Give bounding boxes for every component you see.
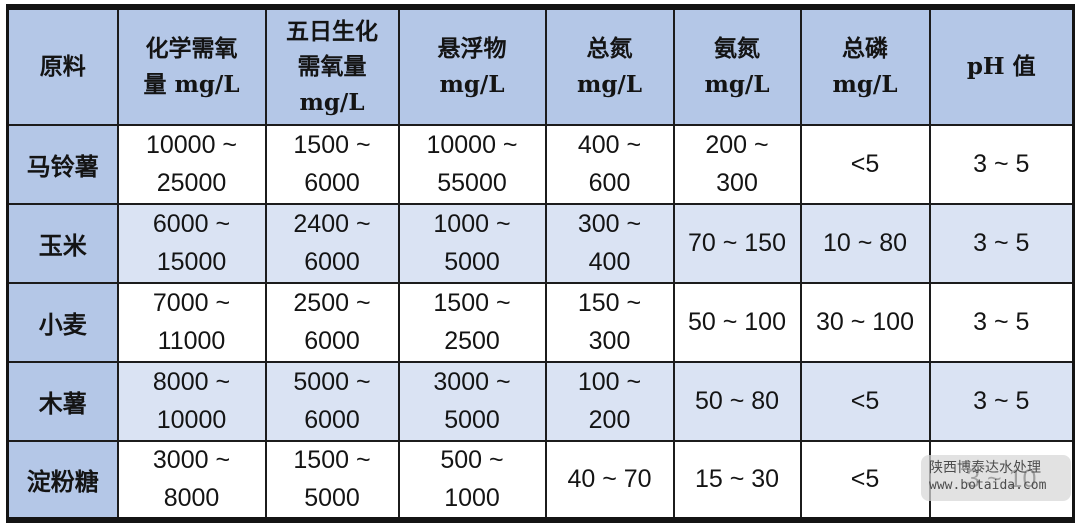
table-row-wheat: 小麦 7000 ~ 11000 2500 ~ 6000 1500 ~ 2500 … — [6, 282, 1075, 363]
cell-bod5: 5000 ~ 6000 — [264, 361, 400, 442]
cell-ph: 3 ~ 5 — [928, 282, 1075, 363]
cell-ph: 3 ~ 5 — [928, 124, 1075, 205]
cell-ss: 3000 ~ 5000 — [397, 361, 547, 442]
table-row-cassava: 木薯 8000 ~ 10000 5000 ~ 6000 3000 ~ 5000 … — [6, 361, 1075, 442]
cell-tn: 100 ~ 200 — [544, 361, 675, 442]
header-cod: 化学需氧 量 mg/L — [116, 6, 267, 126]
watermark: 陕西博泰达水处理 www.botaida.com — [921, 455, 1071, 501]
header-total-nitrogen: 总氮 mg/L — [544, 6, 675, 126]
cell-ph: 3 ~ 5 — [928, 361, 1075, 442]
cell-bod5: 1500 ~ 6000 — [264, 124, 400, 205]
cell-tp: 30 ~ 100 — [799, 282, 931, 363]
cell-tn: 300 ~ 400 — [544, 203, 675, 284]
table-row-corn: 玉米 6000 ~ 15000 2400 ~ 6000 1000 ~ 5000 … — [6, 203, 1075, 284]
cell-cod: 6000 ~ 15000 — [116, 203, 267, 284]
row-label: 淀粉糖 — [6, 440, 119, 521]
cell-tn: 150 ~ 300 — [544, 282, 675, 363]
cell-cod: 3000 ~ 8000 — [116, 440, 267, 521]
cell-nh3n: 200 ~ 300 — [672, 124, 802, 205]
row-label: 木薯 — [6, 361, 119, 442]
cell-nh3n: 70 ~ 150 — [672, 203, 802, 284]
row-label: 马铃薯 — [6, 124, 119, 205]
header-total-phosphorus: 总磷 mg/L — [799, 6, 931, 126]
cell-tp: 10 ~ 80 — [799, 203, 931, 284]
cell-bod5: 1500 ~ 5000 — [264, 440, 400, 521]
watermark-url: www.botaida.com — [929, 477, 1047, 493]
header-row: 原料 化学需氧 量 mg/L 五日生化 需氧量 mg/L 悬浮物 mg/L 总氮… — [6, 6, 1075, 126]
cell-bod5: 2400 ~ 6000 — [264, 203, 400, 284]
cell-nh3n: 50 ~ 80 — [672, 361, 802, 442]
cell-ph: 3 ~ 5 — [928, 203, 1075, 284]
cell-tp: <5 — [799, 361, 931, 442]
cell-ss: 10000 ~ 55000 — [397, 124, 547, 205]
watermark-company-name: 陕西博泰达水处理 — [929, 460, 1041, 476]
cell-bod5: 2500 ~ 6000 — [264, 282, 400, 363]
cell-tn: 40 ~ 70 — [544, 440, 675, 521]
cell-cod: 10000 ~ 25000 — [116, 124, 267, 205]
header-ph: pH 值 — [928, 6, 1075, 126]
cell-tp: <5 — [799, 440, 931, 521]
table-row-potato: 马铃薯 10000 ~ 25000 1500 ~ 6000 10000 ~ 55… — [6, 124, 1075, 205]
cell-ss: 1500 ~ 2500 — [397, 282, 547, 363]
table-row-starch-sugar: 淀粉糖 3000 ~ 8000 1500 ~ 5000 500 ~ 1000 4… — [6, 440, 1075, 521]
header-bod5: 五日生化 需氧量 mg/L — [264, 6, 400, 126]
header-material: 原料 — [6, 6, 119, 126]
cell-tp: <5 — [799, 124, 931, 205]
row-label: 小麦 — [6, 282, 119, 363]
cell-ss: 1000 ~ 5000 — [397, 203, 547, 284]
header-suspended-solids: 悬浮物 mg/L — [397, 6, 547, 126]
header-ammonia-nitrogen: 氨氮 mg/L — [672, 6, 802, 126]
cell-ss: 500 ~ 1000 — [397, 440, 547, 521]
row-label: 玉米 — [6, 203, 119, 284]
cell-cod: 8000 ~ 10000 — [116, 361, 267, 442]
cell-cod: 7000 ~ 11000 — [116, 282, 267, 363]
cell-nh3n: 50 ~ 100 — [672, 282, 802, 363]
cell-tn: 400 ~ 600 — [544, 124, 675, 205]
wastewater-quality-table: 原料 化学需氧 量 mg/L 五日生化 需氧量 mg/L 悬浮物 mg/L 总氮… — [6, 4, 1075, 523]
cell-nh3n: 15 ~ 30 — [672, 440, 802, 521]
